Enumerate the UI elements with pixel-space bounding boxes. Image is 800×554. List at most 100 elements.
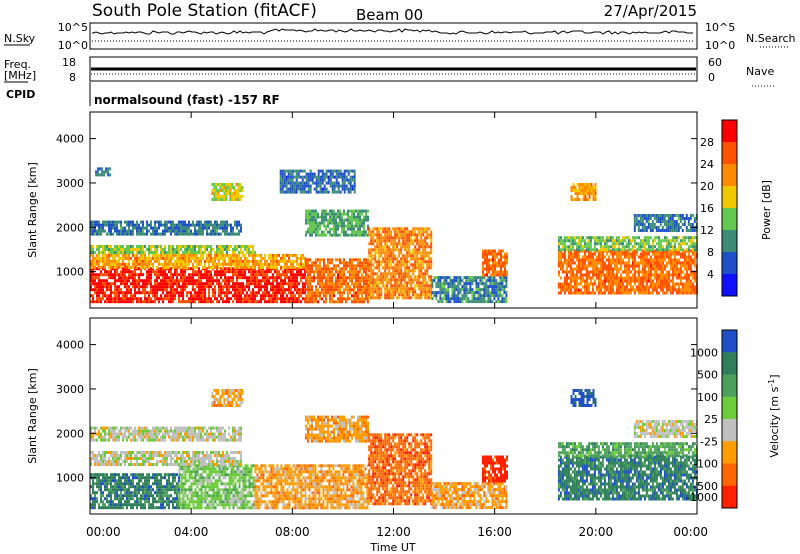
power-cell bbox=[633, 282, 636, 286]
power-cell bbox=[134, 223, 136, 227]
power-cell bbox=[224, 245, 226, 248]
power-cell bbox=[339, 279, 341, 283]
power-cell bbox=[321, 218, 323, 222]
power-cell bbox=[188, 273, 190, 277]
power-cell bbox=[575, 252, 578, 256]
power-cell bbox=[228, 276, 230, 280]
power-cell bbox=[679, 252, 682, 256]
power-cell bbox=[134, 288, 136, 292]
power-cell bbox=[232, 256, 234, 260]
power-cell bbox=[424, 257, 427, 261]
power-cell bbox=[597, 291, 600, 295]
power-cell bbox=[569, 236, 572, 240]
power-cell bbox=[577, 236, 580, 240]
power-cell bbox=[384, 254, 387, 258]
power-cell bbox=[339, 291, 341, 295]
power-cell bbox=[329, 212, 331, 216]
power-cell bbox=[252, 270, 254, 274]
power-cell bbox=[238, 245, 240, 248]
power-cell bbox=[128, 220, 130, 224]
power-cell bbox=[368, 266, 371, 270]
power-cell bbox=[239, 195, 242, 198]
power-cell bbox=[152, 291, 154, 295]
power-cell bbox=[494, 249, 496, 253]
power-cell bbox=[210, 259, 212, 263]
power-cell bbox=[232, 226, 234, 230]
power-cell bbox=[264, 291, 266, 295]
power-cell bbox=[242, 270, 244, 274]
power-cell bbox=[609, 276, 612, 280]
power-cell bbox=[621, 291, 624, 295]
power-cell bbox=[216, 248, 218, 251]
power-cell bbox=[370, 251, 373, 255]
power-cell bbox=[565, 264, 568, 268]
power-cell bbox=[565, 261, 568, 265]
power-cell bbox=[146, 300, 148, 304]
power-cell bbox=[613, 267, 616, 271]
power-cell bbox=[327, 270, 329, 274]
power-cell bbox=[643, 261, 646, 265]
power-cell bbox=[280, 256, 282, 260]
power-cell bbox=[623, 288, 626, 292]
power-cell bbox=[683, 285, 686, 289]
power-cell bbox=[138, 291, 140, 295]
power-cell bbox=[367, 264, 369, 268]
power-cell bbox=[154, 270, 156, 274]
power-cell bbox=[323, 276, 325, 280]
power-cell bbox=[246, 291, 248, 295]
power-cell bbox=[224, 262, 226, 266]
power-cell bbox=[649, 255, 652, 259]
power-cell bbox=[212, 259, 214, 263]
power-cell bbox=[685, 276, 688, 280]
power-cell bbox=[319, 215, 321, 219]
power-cell bbox=[400, 257, 403, 261]
power-cell bbox=[683, 276, 686, 280]
power-cell bbox=[661, 282, 664, 286]
power-cell bbox=[124, 291, 126, 295]
power-cell bbox=[611, 285, 614, 289]
power-cell bbox=[593, 273, 596, 277]
power-cell bbox=[341, 297, 343, 301]
power-cell bbox=[154, 285, 156, 289]
power-cell bbox=[176, 285, 178, 289]
power-cell bbox=[388, 260, 391, 264]
power-cell bbox=[220, 294, 222, 298]
power-cell bbox=[414, 260, 417, 264]
power-cell bbox=[222, 288, 224, 292]
power-cell bbox=[455, 300, 458, 304]
power-cell bbox=[212, 262, 214, 266]
power-cell bbox=[333, 233, 335, 237]
power-cell bbox=[235, 183, 238, 186]
power-cell bbox=[282, 291, 284, 295]
power-cell bbox=[420, 281, 423, 285]
power-cell bbox=[244, 248, 246, 251]
power-cell bbox=[268, 282, 270, 286]
power-cell bbox=[124, 270, 126, 274]
power-cell bbox=[108, 245, 110, 248]
power-cell bbox=[396, 233, 399, 237]
power-cell bbox=[114, 276, 116, 280]
power-cell bbox=[162, 282, 164, 286]
power-cell bbox=[661, 261, 664, 265]
power-cell bbox=[220, 273, 222, 277]
power-cell bbox=[655, 288, 658, 292]
power-cell bbox=[631, 288, 634, 292]
power-cell bbox=[609, 264, 612, 268]
power-cell bbox=[100, 297, 102, 301]
power-cell bbox=[386, 248, 389, 252]
power-cell bbox=[222, 248, 224, 251]
power-cell bbox=[128, 226, 130, 230]
power-cell bbox=[365, 209, 367, 213]
power-cell bbox=[445, 276, 448, 280]
power-cell bbox=[244, 294, 246, 298]
power-cell bbox=[158, 270, 160, 274]
power-cell bbox=[331, 261, 333, 265]
power-cell bbox=[220, 253, 222, 257]
power-cell bbox=[414, 293, 417, 297]
power-cell bbox=[210, 276, 212, 280]
power-cell bbox=[426, 284, 429, 288]
power-cell bbox=[653, 252, 656, 256]
power-cell bbox=[279, 181, 282, 185]
power-cell bbox=[443, 279, 446, 283]
power-cell bbox=[296, 270, 298, 274]
